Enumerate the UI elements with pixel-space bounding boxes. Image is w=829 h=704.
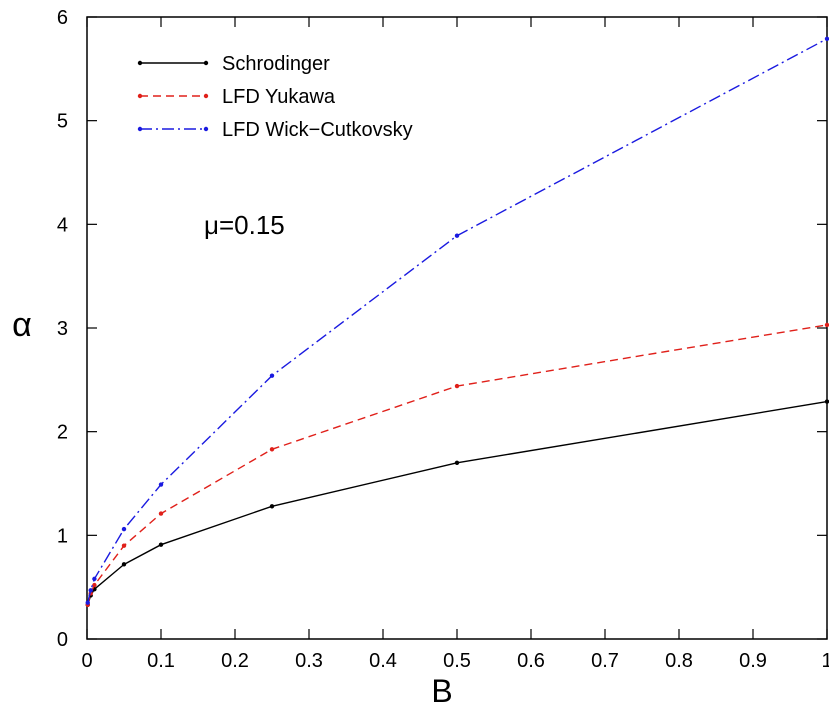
x-tick-label: 0.5: [443, 650, 471, 672]
data-point: [92, 582, 97, 588]
y-tick-label: 4: [57, 214, 68, 236]
data-point: [85, 600, 90, 605]
data-point: [454, 233, 460, 238]
series-line: [87, 400, 828, 606]
data-point: [824, 399, 829, 404]
y-tick-label: 1: [57, 525, 68, 547]
plot-frame: [86, 16, 828, 640]
legend-marker: [137, 126, 143, 132]
data-point: [269, 504, 275, 509]
data-point: [158, 511, 164, 516]
data-point: [454, 460, 460, 465]
plot-area: [85, 16, 829, 640]
x-tick-label: 0.9: [739, 650, 767, 672]
legend-marker: [203, 93, 209, 99]
axis-ticks: 0 0.1 0.2 0.3 0.4 0.5 0.6 0.7 0.8 0.9 1 0 1 2 3 4 5 6: [57, 7, 829, 672]
data-point: [269, 447, 275, 452]
legend-label: LFD Wick−Cutkovsky: [222, 119, 413, 141]
y-axis-label: α: [12, 306, 32, 344]
data-point: [824, 36, 829, 41]
data-point: [824, 322, 829, 328]
x-tick-label: 0.6: [517, 650, 545, 672]
y-tick-label: 6: [57, 7, 68, 29]
x-axis-label: B: [431, 673, 452, 704]
legend-marker: [137, 93, 143, 99]
x-tick-label: 0: [81, 650, 92, 672]
data-point: [269, 373, 275, 378]
data-point: [121, 543, 127, 548]
x-tick-label: 0.3: [295, 650, 323, 672]
legend: Schrodinger LFD Yukawa LFD Wick−Cutkovsky: [137, 53, 413, 141]
legend-marker: [203, 60, 209, 66]
legend-marker: [137, 60, 143, 66]
x-tick-label: 0.7: [591, 650, 619, 672]
x-tick-label: 1: [821, 650, 829, 672]
data-point: [88, 588, 93, 593]
x-tick-label: 0.8: [665, 650, 693, 672]
data-point: [158, 542, 164, 547]
data-point: [454, 383, 460, 389]
y-tick-label: 2: [57, 422, 68, 444]
mu-annotation: μ=0.15: [204, 210, 285, 240]
data-point: [121, 526, 127, 532]
x-tick-label: 0.1: [147, 650, 175, 672]
legend-label: LFD Yukawa: [222, 86, 336, 108]
y-tick-label: 5: [57, 111, 68, 133]
data-point: [92, 576, 97, 582]
y-tick-label: 0: [57, 629, 68, 651]
legend-label: Schrodinger: [222, 53, 330, 75]
data-point: [121, 562, 127, 567]
x-tick-label: 0.2: [221, 650, 249, 672]
series-line: [87, 38, 828, 603]
data-point: [158, 482, 164, 487]
x-tick-label: 0.4: [369, 650, 397, 672]
legend-marker: [203, 126, 209, 132]
y-tick-label: 3: [57, 318, 68, 340]
